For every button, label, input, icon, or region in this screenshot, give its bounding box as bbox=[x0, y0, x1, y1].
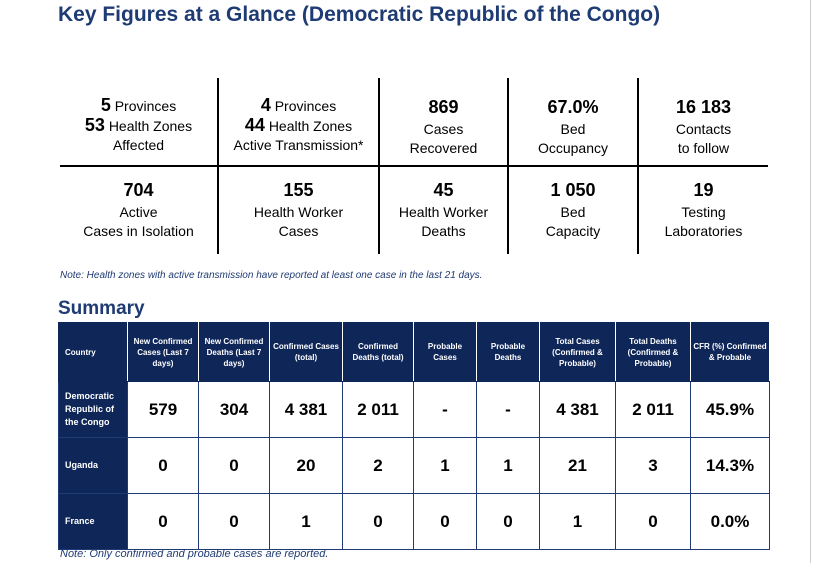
table-cell: 0.0% bbox=[690, 493, 770, 550]
figure-label: Capacity bbox=[545, 222, 601, 239]
table-cell: 1 bbox=[476, 437, 540, 494]
table-row: Uganda 0 0 20 2 1 1 21 3 14.3% bbox=[58, 437, 770, 494]
country-cell: France bbox=[58, 493, 128, 550]
figure-label: Provinces bbox=[274, 98, 337, 114]
figure-value: 19 bbox=[693, 179, 714, 200]
table-cell: 0 bbox=[615, 493, 691, 550]
page-edge-divider bbox=[810, 0, 811, 563]
figure-label: Bed bbox=[560, 120, 586, 137]
table-cell: 2 bbox=[342, 437, 414, 494]
figure-label: Health Worker bbox=[253, 203, 344, 220]
table-row: France 0 0 1 0 0 0 1 0 0.0% bbox=[58, 493, 770, 550]
table-cell: 0 bbox=[127, 437, 199, 494]
column-header: Total Deaths (Confirmed & Probable) bbox=[615, 322, 691, 382]
table-cell: 304 bbox=[198, 381, 270, 438]
table-cell: 3 bbox=[615, 437, 691, 494]
figure-label: Bed bbox=[560, 203, 586, 220]
grid-divider bbox=[60, 165, 768, 167]
summary-title: Summary bbox=[58, 298, 145, 319]
table-cell: 45.9% bbox=[690, 381, 770, 438]
key-figure-health-worker-deaths: 45 Health Worker Deaths bbox=[380, 167, 507, 250]
figure-label: Active bbox=[119, 203, 158, 220]
country-cell: Democratic Republic of the Congo bbox=[58, 381, 128, 438]
cases-note: Note: Only confirmed and probable cases … bbox=[60, 548, 329, 560]
figure-label: Health Zones bbox=[268, 118, 353, 134]
column-header: Country bbox=[58, 322, 128, 382]
figure-value: 67.0% bbox=[547, 96, 599, 117]
figure-value: 155 bbox=[283, 179, 314, 200]
figure-label: Occupancy bbox=[537, 139, 609, 156]
figure-label: Recovered bbox=[409, 139, 478, 156]
table-cell: 0 bbox=[476, 493, 540, 550]
column-header: Confirmed Deaths (total) bbox=[342, 322, 414, 382]
key-figure-cases-recovered: 869 Cases Recovered bbox=[380, 86, 507, 165]
figure-label: Active Transmission* bbox=[233, 137, 364, 153]
table-cell: 0 bbox=[413, 493, 477, 550]
figure-label: to follow bbox=[677, 139, 730, 156]
table-cell: 1 bbox=[413, 437, 477, 494]
key-figures-grid: 5 Provinces 53 Health Zones Affected 4 P… bbox=[60, 78, 768, 254]
column-header: Probable Deaths bbox=[476, 322, 540, 382]
figure-value: 53 bbox=[84, 115, 105, 135]
figure-label: Cases bbox=[278, 222, 319, 239]
figure-label: Testing bbox=[681, 203, 726, 220]
figure-value: 44 bbox=[244, 115, 265, 135]
key-figure-bed-occupancy: 67.0% Bed Occupancy bbox=[509, 86, 637, 165]
figure-value: 1 050 bbox=[550, 179, 596, 200]
country-cell: Uganda bbox=[58, 437, 128, 494]
column-header: Total Cases (Confirmed & Probable) bbox=[539, 322, 616, 382]
figure-value: 869 bbox=[428, 96, 459, 117]
key-figure-testing-labs: 19 Testing Laboratories bbox=[639, 167, 768, 250]
table-cell: - bbox=[413, 381, 477, 438]
key-figure-health-worker-cases: 155 Health Worker Cases bbox=[219, 167, 378, 250]
figure-label: Health Zones bbox=[108, 118, 193, 134]
table-cell: 20 bbox=[269, 437, 343, 494]
column-header: New Confirmed Deaths (Last 7 days) bbox=[198, 322, 270, 382]
column-header: Confirmed Cases (total) bbox=[269, 322, 343, 382]
table-cell: 14.3% bbox=[690, 437, 770, 494]
key-figure-contacts: 16 183 Contacts to follow bbox=[639, 86, 768, 165]
key-figure-active-cases: 704 Active Cases in Isolation bbox=[60, 167, 217, 250]
key-figure-active-transmission: 4 Provinces 44 Health Zones Active Trans… bbox=[219, 86, 378, 165]
table-cell: 1 bbox=[539, 493, 616, 550]
figure-label: Cases in Isolation bbox=[83, 222, 194, 239]
figure-label: Affected bbox=[112, 137, 165, 153]
figure-value: 45 bbox=[433, 179, 454, 200]
table-cell: 2 011 bbox=[615, 381, 691, 438]
figure-label: Contacts bbox=[675, 120, 732, 137]
page-title: Key Figures at a Glance (Democratic Repu… bbox=[58, 3, 661, 26]
column-header: CFR (%) Confirmed & Probable bbox=[690, 322, 770, 382]
figure-label: Laboratories bbox=[664, 222, 743, 239]
table-cell: 579 bbox=[127, 381, 199, 438]
table-cell: 0 bbox=[198, 437, 270, 494]
figure-label: Health Worker bbox=[398, 203, 489, 220]
table-cell: 0 bbox=[198, 493, 270, 550]
column-header: New Confirmed Cases (Last 7 days) bbox=[127, 322, 199, 382]
table-cell: 4 381 bbox=[269, 381, 343, 438]
figure-value: 5 bbox=[100, 95, 111, 115]
figure-value: 16 183 bbox=[675, 96, 732, 117]
table-cell: 4 381 bbox=[539, 381, 616, 438]
table-cell: 21 bbox=[539, 437, 616, 494]
figure-value: 4 bbox=[260, 95, 271, 115]
transmission-note: Note: Health zones with active transmiss… bbox=[60, 270, 483, 281]
column-header: Probable Cases bbox=[413, 322, 477, 382]
table-cell: - bbox=[476, 381, 540, 438]
table-cell: 2 011 bbox=[342, 381, 414, 438]
key-figure-provinces-affected: 5 Provinces 53 Health Zones Affected bbox=[60, 86, 217, 165]
key-figure-bed-capacity: 1 050 Bed Capacity bbox=[509, 167, 637, 250]
figure-label: Deaths bbox=[421, 222, 466, 239]
figure-label: Provinces bbox=[114, 98, 177, 114]
table-cell: 0 bbox=[127, 493, 199, 550]
table-header-row: Country New Confirmed Cases (Last 7 days… bbox=[58, 322, 770, 382]
table-row: Democratic Republic of the Congo 579 304… bbox=[58, 381, 770, 438]
figure-value: 704 bbox=[123, 179, 154, 200]
table-cell: 1 bbox=[269, 493, 343, 550]
summary-table: Country New Confirmed Cases (Last 7 days… bbox=[58, 322, 770, 550]
figure-label: Cases bbox=[423, 120, 464, 137]
table-cell: 0 bbox=[342, 493, 414, 550]
